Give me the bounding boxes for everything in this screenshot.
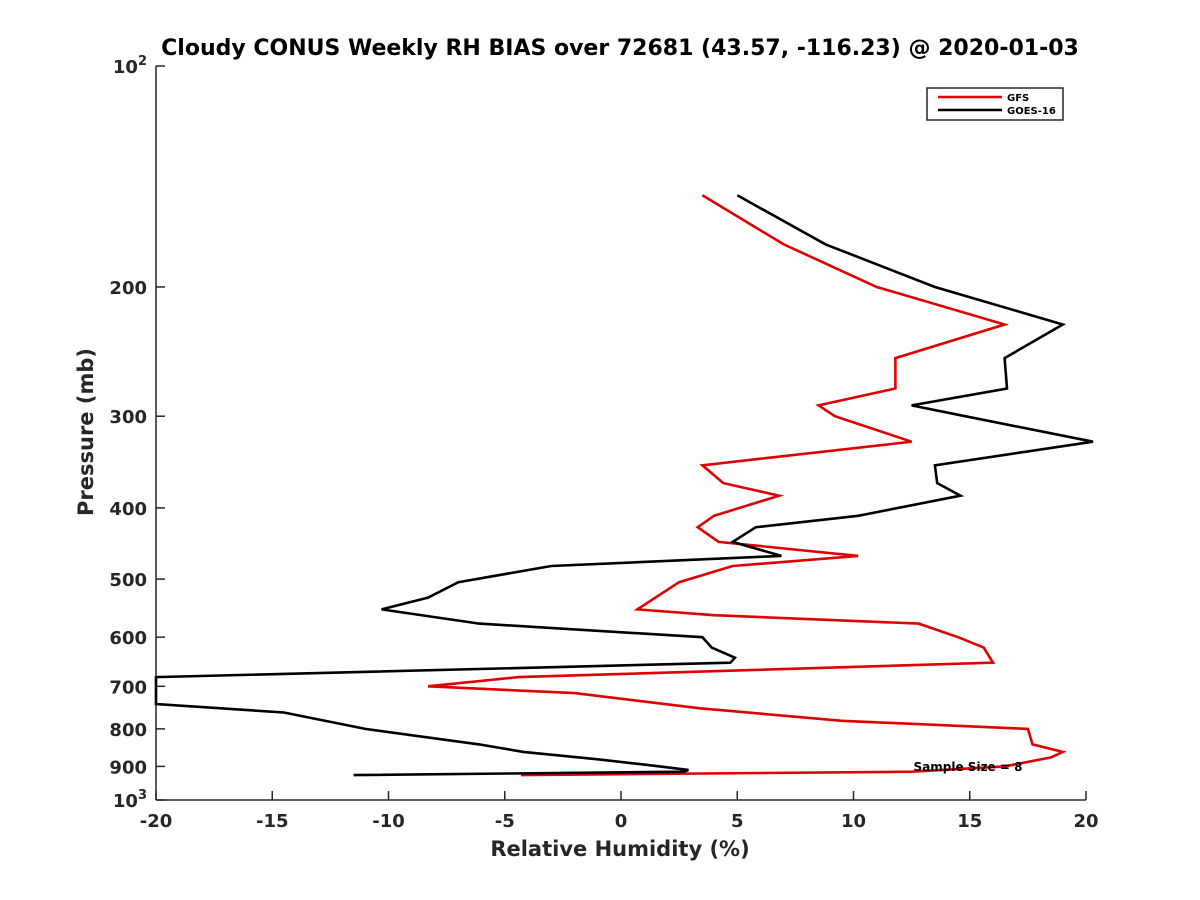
x-axis-ticks: -20 -15 -10 -5 0 5 10 15 20 — [140, 791, 1099, 832]
legend-label-goes16: GOES-16 — [1007, 106, 1056, 117]
x-tick-label: 0 — [615, 811, 628, 832]
x-tick-label: 5 — [731, 811, 744, 832]
x-tick-label: -20 — [140, 811, 173, 832]
plot-axes — [155, 66, 1086, 801]
legend: GFS GOES-16 — [926, 87, 1064, 121]
y-axis-label: Pressure (mb) — [74, 348, 98, 516]
x-axis-label: Relative Humidity (%) — [490, 837, 749, 861]
series-layer — [154, 194, 1094, 777]
y-tick-label: 102 — [113, 54, 147, 78]
y-tick-label: 200 — [109, 278, 147, 299]
y-tick-label: 700 — [109, 677, 147, 698]
x-tick-label: 15 — [957, 811, 982, 832]
chart-title: Cloudy CONUS Weekly RH BIAS over 72681 (… — [161, 36, 1079, 61]
legend-box — [926, 87, 1064, 121]
x-tick-label: -15 — [256, 811, 289, 832]
series-line-gfs — [427, 194, 1067, 777]
y-tick-label: 600 — [109, 628, 147, 649]
series-line-goes16 — [154, 194, 1094, 777]
x-tick-label: -5 — [495, 811, 515, 832]
y-axis-ticks: 102 200 300 400 500 600 700 800 900 103 — [109, 54, 165, 812]
y-tick-label: 900 — [109, 757, 147, 778]
sample-size-annotation: Sample Size = 8 — [914, 760, 1023, 774]
y-tick-label: 500 — [109, 570, 147, 591]
y-tick-label: 300 — [109, 407, 147, 428]
y-tick-label: 400 — [109, 499, 147, 520]
x-tick-label: -10 — [372, 811, 405, 832]
legend-label-gfs: GFS — [1007, 93, 1029, 104]
y-tick-label: 103 — [113, 788, 147, 812]
y-tick-label: 800 — [109, 720, 147, 741]
x-tick-label: 10 — [841, 811, 866, 832]
x-tick-label: 20 — [1073, 811, 1098, 832]
